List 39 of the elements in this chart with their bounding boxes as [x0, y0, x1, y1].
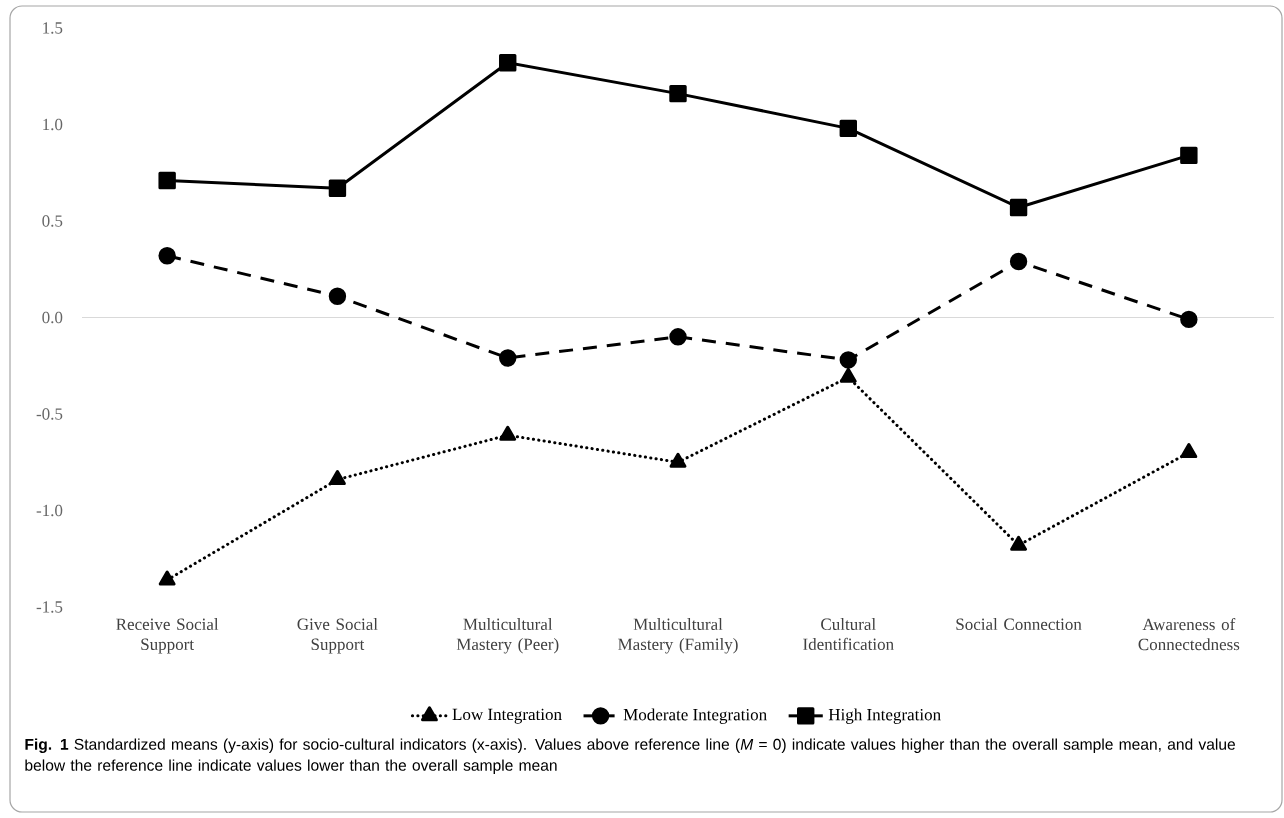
point: [158, 171, 176, 190]
legend-label: Low Integration: [452, 708, 562, 724]
y-tick-label: 1.0: [43, 118, 63, 131]
y-tick-label: 0.5: [42, 215, 63, 227]
point: [499, 349, 517, 367]
point: [839, 367, 857, 383]
text: Fig. 1 Standardized means (y-axis) for socio-cultural indicators (x-axis). Values above reference line (M = 0) indicate values higher than the overall sample mean, and value below the reference line indicate values lower than the overall sample mean: [25, 738, 1235, 774]
point: [1009, 198, 1028, 217]
x-tick-label: Social Connection: [956, 618, 1082, 630]
x-tick-label: Cultural Identification: [803, 618, 894, 650]
y-tick-label: -0.5: [36, 408, 63, 420]
y-tick-label: -1.0: [36, 504, 63, 517]
point: [329, 470, 346, 486]
point: [328, 179, 347, 197]
x-tick-label: Give Social Support: [297, 618, 378, 654]
point: [1009, 252, 1028, 271]
x-tick-label: Multicultural Mastery (Family): [618, 618, 738, 654]
point: [839, 119, 857, 138]
point: [1180, 146, 1198, 165]
point: [1180, 310, 1198, 329]
point: [669, 452, 687, 468]
legend-label: Moderate Integration: [623, 708, 767, 724]
point: [839, 351, 857, 369]
point: [158, 570, 176, 586]
y-tick-label: 1.5: [43, 22, 63, 34]
legend-label: High Integration: [828, 708, 941, 724]
point: [1010, 535, 1028, 551]
x-tick-label: Awareness of Connectedness: [1138, 618, 1240, 651]
y-tick-label: 0.0: [42, 311, 63, 324]
point: [499, 425, 517, 441]
point: [1180, 443, 1198, 459]
point: [669, 328, 687, 346]
point: [158, 247, 176, 265]
x-tick-label: Multicultural Mastery (Peer): [456, 618, 559, 654]
y-tick-label: -1.5: [36, 601, 63, 613]
point: [328, 287, 347, 305]
point: [499, 54, 517, 72]
point: [669, 84, 687, 103]
x-tick-label: Receive Social Support: [116, 618, 219, 654]
